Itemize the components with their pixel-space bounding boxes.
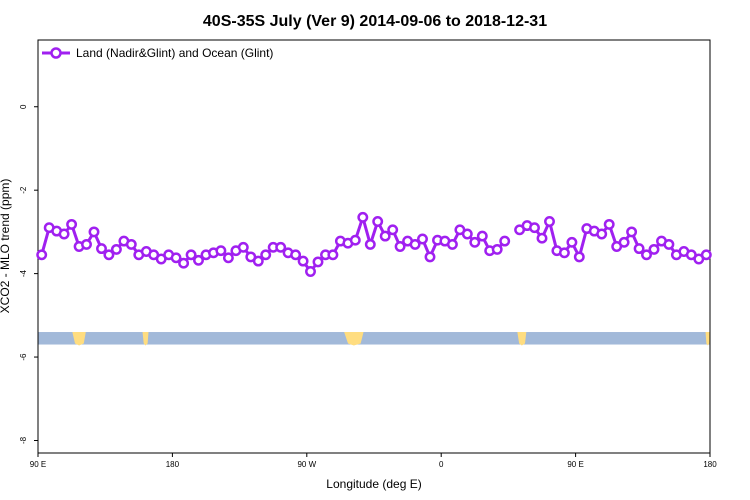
data-point: [170, 252, 182, 264]
map-strip: [38, 332, 710, 346]
data-point: [446, 238, 458, 250]
map-land: [344, 332, 364, 346]
legend: Land (Nadir&Glint) and Ocean (Glint): [42, 46, 273, 60]
y-tick-label: -6: [19, 353, 28, 361]
data-point: [96, 243, 107, 255]
map-land: [72, 332, 86, 346]
x-tick-label: 90 E: [567, 460, 583, 469]
x-tick-label: 180: [166, 460, 180, 469]
x-tick-label: 90 W: [297, 460, 316, 469]
data-point: [372, 216, 384, 227]
data-point: [193, 254, 204, 266]
data-point: [178, 257, 190, 269]
data-point: [305, 266, 316, 277]
y-tick-label: -8: [19, 436, 28, 444]
data-point: [185, 249, 197, 261]
data-point: [491, 243, 503, 255]
data-point: [222, 252, 234, 264]
data-point: [260, 249, 272, 261]
map-ocean: [38, 332, 710, 345]
data-point: [603, 218, 615, 230]
series-layer: [36, 211, 712, 277]
data-point: [648, 243, 660, 255]
x-tick-label: 0: [439, 460, 444, 469]
data-point: [394, 241, 406, 252]
y-axis-label: XCO2 - MLO trend (ppm): [0, 179, 12, 314]
chart-title: 40S-35S July (Ver 9) 2014-09-06 to 2018-…: [203, 13, 547, 30]
legend-marker: [50, 47, 62, 59]
data-point: [364, 238, 376, 250]
x-tick-label: 180: [703, 460, 717, 469]
data-point: [469, 236, 481, 248]
y-tick-label: 0: [19, 104, 28, 109]
data-point: [573, 251, 585, 263]
data-point: [626, 226, 638, 238]
data-point: [66, 218, 78, 230]
x-axis-label: Longitude (deg E): [326, 477, 421, 491]
data-point: [641, 249, 652, 261]
data-point: [476, 230, 488, 242]
plot-frame: [37, 39, 711, 454]
data-point: [596, 228, 608, 240]
data-point: [529, 222, 540, 234]
data-point: [275, 241, 287, 253]
data-point: [558, 247, 570, 259]
data-point: [58, 228, 70, 240]
data-point: [252, 255, 264, 267]
y-tick-label: -2: [19, 186, 28, 194]
data-point: [499, 235, 511, 247]
data-point: [461, 228, 473, 240]
data-point: [544, 216, 555, 227]
x-tick-label: 90 E: [30, 460, 46, 469]
legend-label: Land (Nadir&Glint) and Ocean (Glint): [76, 46, 273, 60]
data-point: [110, 243, 122, 255]
y-tick-label: -4: [19, 270, 28, 278]
data-point: [409, 238, 421, 250]
data-point: [536, 232, 548, 244]
data-point: [633, 243, 645, 255]
data-point: [566, 236, 578, 248]
data-point: [417, 233, 428, 245]
data-point: [103, 249, 115, 261]
data-point: [379, 230, 391, 242]
data-point: [215, 245, 227, 257]
x-axis: 90 E 180 90 W 0 90 E 180: [30, 453, 717, 469]
data-point: [618, 236, 630, 248]
data-point: [357, 211, 369, 223]
y-axis: 0 -2 -4 -6 -8: [19, 104, 38, 444]
data-point: [327, 249, 339, 261]
data-point: [81, 238, 92, 250]
data-point: [125, 238, 137, 250]
data-point: [349, 234, 361, 246]
data-point: [663, 238, 675, 250]
data-point: [237, 241, 249, 253]
data-point: [700, 249, 712, 261]
data-point: [297, 255, 309, 267]
data-point: [88, 226, 100, 238]
data-point: [36, 249, 48, 261]
map-land: [705, 332, 710, 346]
data-point: [290, 249, 302, 261]
data-point: [424, 251, 436, 263]
data-point: [312, 256, 324, 268]
map-land: [517, 332, 527, 346]
data-point: [387, 224, 399, 236]
map-land: [142, 332, 149, 346]
